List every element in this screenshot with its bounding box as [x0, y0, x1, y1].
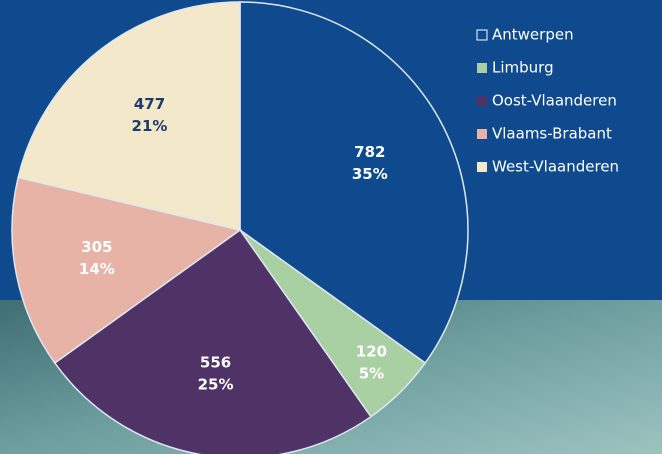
percent-label: 35% [352, 165, 388, 183]
pie-slice [11, 176, 242, 365]
data-label: 782 [354, 143, 385, 161]
pie-slice [53, 228, 372, 454]
percent-label: 25% [198, 375, 234, 393]
legend-label: Antwerpen [492, 26, 574, 44]
pie: 782 35% 120 5% 556 25% 305 14% 477 21% [11, 1, 469, 454]
data-label: 120 [356, 342, 387, 360]
data-label: 305 [81, 238, 112, 256]
legend-swatch [477, 162, 487, 172]
pie-slice [17, 1, 241, 231]
data-label: 477 [134, 95, 165, 113]
legend-label: West-Vlaanderen [492, 158, 619, 176]
percent-label: 5% [359, 364, 384, 382]
legend-label: Oost-Vlaanderen [492, 92, 617, 110]
legend-swatch [477, 63, 487, 73]
legend-swatch [477, 129, 487, 139]
legend-label: Vlaams-Brabant [492, 125, 612, 143]
pie-slice [239, 1, 469, 365]
legend-swatch [476, 29, 488, 41]
percent-label: 14% [79, 260, 115, 278]
legend-label: Limburg [492, 59, 554, 77]
percent-label: 21% [132, 117, 168, 135]
legend: Antwerpen Limburg Oost-Vlaanderen Vlaams-Br… [476, 26, 619, 176]
data-label: 556 [200, 353, 231, 371]
legend-swatch [477, 96, 487, 106]
